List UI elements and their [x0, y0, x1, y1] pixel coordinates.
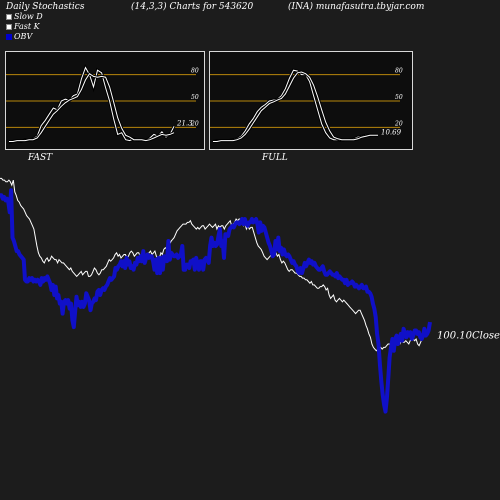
fast-series-shadow-0 — [8, 64, 176, 144]
fast-stochastic-plot: 20 50 80 21.3 — [6, 64, 199, 144]
fast-panel-label: FAST — [28, 153, 53, 163]
legend-obv: OBV — [6, 32, 32, 41]
fast-stochastic-panel: 20 50 80 21.3 — [5, 51, 205, 150]
site-title: (INA) munafasutra.tbyjar.com — [288, 2, 425, 12]
full-series-shadow-0 — [212, 68, 379, 143]
legend-swatch-obv — [6, 34, 12, 40]
legend-fast-k: Fast K — [6, 22, 40, 31]
obv-price-plot: 100.10Close — [0, 177, 500, 414]
full-stochastic-plot: 20 50 80 10.69 — [210, 68, 403, 143]
chart-params-title: (14,3,3) Charts for 543620 — [131, 2, 254, 12]
full-last-value-label: 10.69 — [381, 129, 402, 137]
full-series-line-1 — [213, 71, 378, 142]
legend-swatch-fast-k — [6, 24, 12, 30]
full-tick-label-80: 80 — [395, 68, 403, 75]
full-series-shadow-1 — [213, 70, 378, 143]
fast-tick-label-20: 20 — [190, 120, 199, 127]
full-stochastic-panel: 20 50 80 10.69 — [209, 51, 413, 150]
close-price-line — [0, 177, 426, 352]
full-tick-label-20: 20 — [394, 120, 403, 127]
obv-line — [0, 188, 432, 414]
chart-type-title: Daily Stochastics — [6, 2, 85, 12]
full-series-line-0 — [212, 69, 379, 142]
legend-label-fast-k: Fast K — [14, 22, 40, 31]
legend-label-slow-d: Slow D — [14, 12, 43, 21]
full-tick-label-50: 50 — [395, 94, 403, 101]
fast-series-line-1 — [9, 72, 175, 142]
close-value-label: 100.10Close — [437, 331, 500, 342]
fast-last-value-label: 21.3 — [176, 119, 193, 127]
full-panel-label: FULL — [262, 153, 288, 163]
legend-swatch-slow-d — [6, 14, 12, 20]
fast-tick-label-50: 50 — [191, 94, 199, 101]
fast-tick-label-80: 80 — [191, 68, 199, 75]
legend-slow-d: Slow D — [6, 12, 43, 21]
legend-label-obv: OBV — [14, 32, 33, 41]
